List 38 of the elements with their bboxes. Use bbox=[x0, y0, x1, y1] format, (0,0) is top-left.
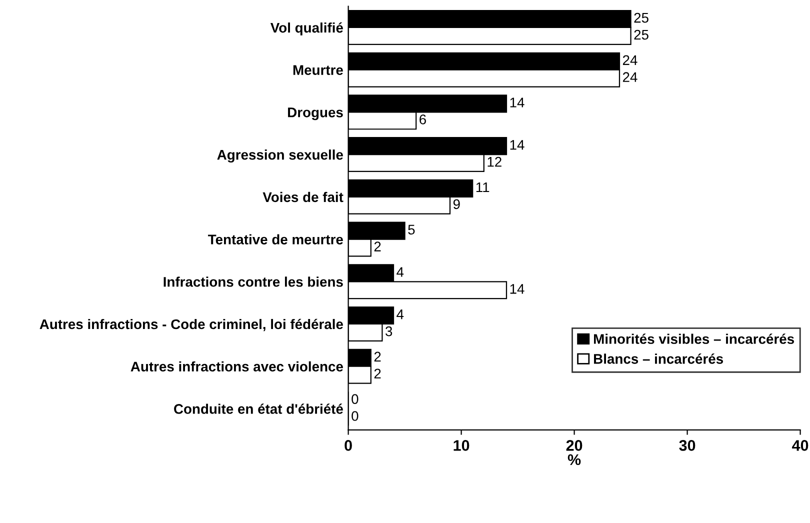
data-label: 25 bbox=[634, 30, 648, 40]
data-label: 0 bbox=[352, 411, 358, 421]
data-label: 11 bbox=[476, 182, 490, 192]
data-label: 14 bbox=[510, 284, 524, 294]
data-label: 9 bbox=[453, 199, 460, 210]
data-label: 2 bbox=[374, 352, 381, 362]
y-tick-label: Tentative de meurtre bbox=[208, 234, 343, 244]
legend-label: Blancs – incarcérés bbox=[594, 354, 723, 364]
legend-label: Minorités visibles – incarcérés bbox=[594, 334, 794, 344]
x-tick-label: 20 bbox=[566, 440, 582, 451]
data-label: 3 bbox=[386, 326, 392, 336]
data-label: 5 bbox=[408, 224, 415, 235]
x-tick-label: 0 bbox=[344, 440, 352, 451]
data-label: 25 bbox=[634, 12, 648, 23]
data-label: 0 bbox=[352, 394, 358, 404]
x-axis-title: % bbox=[568, 454, 581, 466]
y-tick-label: Meurtre bbox=[293, 65, 343, 75]
y-tick-label: Agression sexuelle bbox=[217, 150, 343, 163]
data-label: 12 bbox=[488, 156, 502, 167]
data-label: 24 bbox=[622, 55, 638, 65]
y-tick-label: Conduite en état d'ébriété bbox=[174, 404, 343, 414]
y-tick-label: Drogues bbox=[288, 108, 343, 120]
y-tick-label: Voies de fait bbox=[262, 192, 344, 202]
data-label: 4 bbox=[396, 267, 404, 277]
data-label: 2 bbox=[374, 242, 381, 252]
data-label: 14 bbox=[510, 140, 524, 150]
data-label: 4 bbox=[396, 310, 404, 320]
y-tick-label: Autres infractions avec violence bbox=[130, 361, 343, 372]
data-label: 14 bbox=[510, 98, 524, 108]
x-tick-label: 30 bbox=[679, 440, 696, 451]
x-tick-label: 10 bbox=[454, 440, 470, 451]
y-tick-label: Infractions contre les biens bbox=[164, 276, 343, 287]
x-tick-label: 40 bbox=[792, 440, 808, 451]
y-tick-label: Autres infractions - Code criminel, loi fédérale bbox=[40, 318, 343, 332]
data-label: 24 bbox=[622, 72, 638, 82]
y-tick-label: Vol qualifié bbox=[270, 22, 343, 36]
data-label: 6 bbox=[420, 114, 426, 124]
data-label: 2 bbox=[374, 368, 381, 378]
